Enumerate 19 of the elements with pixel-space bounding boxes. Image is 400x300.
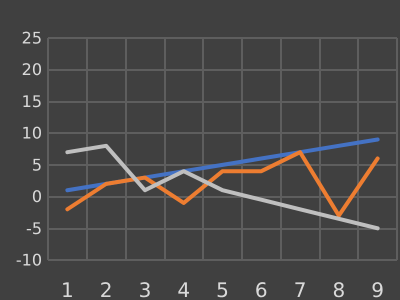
x-tick-label: 7 — [294, 278, 306, 300]
line-series — [65, 150, 380, 218]
y-tick-label: -5 — [26, 218, 42, 238]
y-tick-label: 25 — [22, 28, 42, 48]
x-tick-label: 4 — [177, 278, 190, 300]
x-tick-label: 9 — [371, 278, 384, 300]
x-tick-label: 8 — [332, 278, 346, 300]
y-tick-label: 0 — [32, 187, 42, 206]
x-tick-label: 2 — [100, 278, 113, 300]
x-tick-label: 5 — [216, 278, 229, 300]
y-tick-label: 10 — [22, 124, 42, 143]
line-series — [65, 144, 380, 230]
x-tick-label: 6 — [254, 278, 268, 300]
y-tick-label: 5 — [32, 155, 42, 174]
x-tick-label: 3 — [138, 278, 152, 300]
y-tick-label: 20 — [22, 60, 42, 80]
y-tick-label: -10 — [16, 250, 42, 270]
x-tick-label: 1 — [61, 278, 74, 300]
y-tick-label: 15 — [22, 92, 42, 111]
